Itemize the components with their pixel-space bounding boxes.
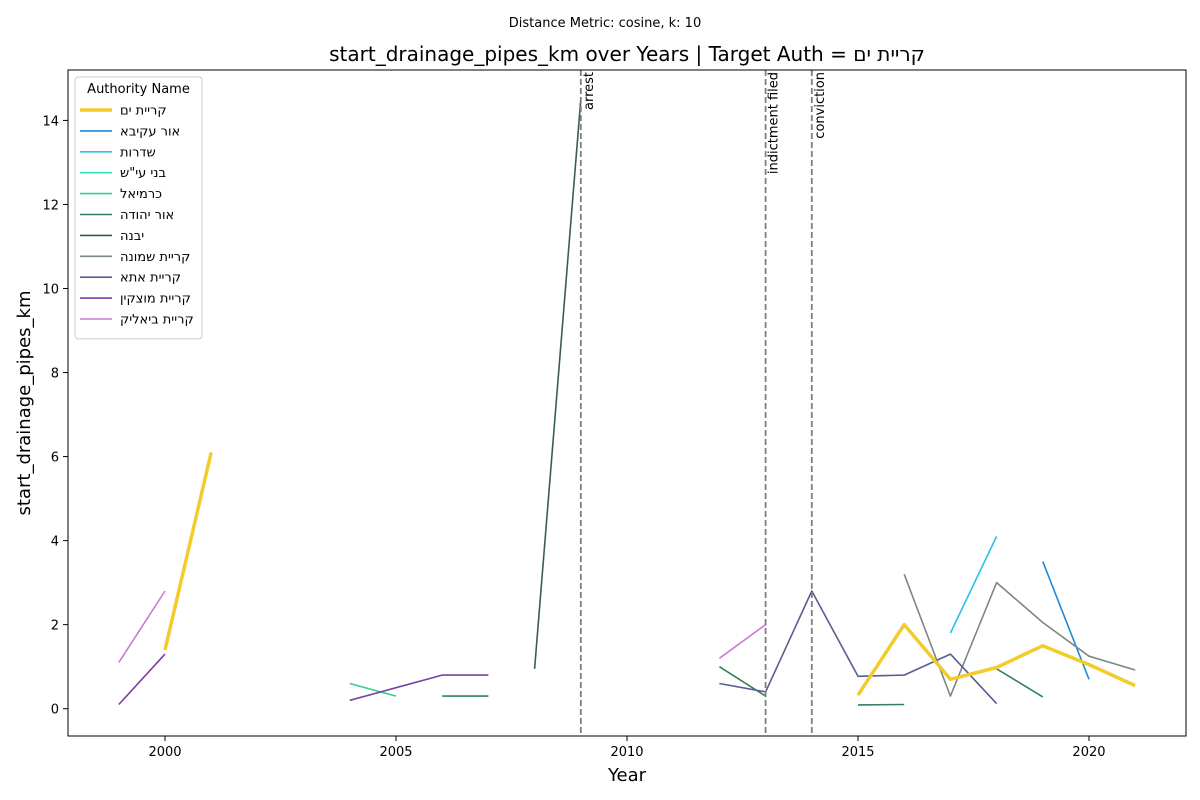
legend-label: כרמיאל — [120, 187, 162, 202]
legend-item: יבנה — [80, 229, 144, 244]
legend-label: אור עקיבא — [120, 124, 180, 139]
series-line — [163, 452, 1136, 697]
legend-label: קריית ביאליק — [120, 313, 194, 328]
y-tick-label: 0 — [51, 703, 59, 718]
legend-label: אור יהודה — [120, 208, 174, 223]
legend-item: בני עי"ש — [80, 166, 166, 181]
legend-item: קריית מוצקין — [80, 292, 191, 307]
series-segment — [718, 666, 767, 697]
legend-title: Authority Name — [87, 82, 190, 97]
legend-item: אור יהודה — [80, 208, 174, 223]
y-tick-label: 14 — [42, 114, 59, 129]
series-segment — [349, 682, 397, 697]
legend-label: קריית ים — [120, 104, 167, 119]
event-label: indictment filed — [767, 72, 782, 174]
series-segment — [903, 573, 1136, 697]
legend-label: קריית אתא — [120, 271, 181, 286]
series-segment — [163, 452, 213, 651]
y-tick-label: 6 — [51, 451, 59, 466]
chart-title: start_drainage_pipes_km over Years | Tar… — [329, 42, 925, 66]
legend-item: אור עקיבא — [80, 124, 180, 139]
legend-item: כרמיאל — [80, 187, 162, 202]
x-tick-label: 2005 — [379, 745, 412, 760]
axes-frame — [67, 69, 1187, 737]
series-line — [118, 590, 767, 663]
legend-label: קריית מוצקין — [120, 292, 191, 307]
y-tick-label: 4 — [51, 535, 59, 550]
legend: Authority Name קריית ים אור עקיבא שדרות בני … — [74, 76, 203, 340]
series-line — [949, 536, 998, 634]
plot-area — [118, 99, 1136, 706]
series-line — [118, 653, 489, 706]
y-axis-ticks: 0 2 4 6 8 10 12 14 — [42, 114, 68, 718]
series-segment — [949, 536, 998, 634]
y-tick-label: 8 — [51, 367, 59, 382]
legend-item: קריית ביאליק — [80, 313, 194, 328]
x-axis-label: Year — [607, 765, 647, 786]
series-line — [442, 666, 1044, 706]
series-segment — [718, 623, 767, 659]
y-axis-label: start_drainage_pipes_km — [14, 291, 35, 516]
series-segment — [349, 674, 489, 702]
series-line — [349, 682, 397, 697]
x-tick-label: 2020 — [1072, 745, 1105, 760]
event-label: conviction — [813, 72, 828, 139]
legend-label: שדרות — [120, 145, 156, 160]
chart-suptitle: Distance Metric: cosine, k: 10 — [509, 16, 701, 31]
legend-item: קריית אתא — [80, 271, 181, 286]
x-tick-label: 2010 — [610, 745, 643, 760]
legend-label: בני עי"ש — [120, 166, 166, 181]
legend-item: קריית ים — [80, 104, 167, 119]
series-line — [533, 99, 582, 669]
legend-label: קריית שמונה — [120, 250, 190, 265]
series-line — [903, 573, 1136, 697]
series-segment — [996, 668, 1044, 698]
event-label: arrest — [582, 72, 597, 110]
x-tick-label: 2000 — [148, 745, 181, 760]
series-segment — [118, 590, 166, 663]
x-axis-ticks: 2000 2005 2010 2015 2020 — [148, 736, 1106, 760]
y-tick-label: 10 — [42, 282, 59, 297]
series-segment — [533, 99, 582, 669]
legend-label: יבנה — [120, 229, 144, 244]
event-markers: arrest indictment filed conviction — [579, 70, 828, 736]
legend-item: קריית שמונה — [80, 250, 190, 265]
y-tick-label: 12 — [42, 198, 59, 213]
series-segment — [118, 653, 166, 706]
x-tick-label: 2015 — [841, 745, 874, 760]
legend-item: שדרות — [80, 145, 156, 160]
y-tick-label: 2 — [51, 619, 59, 634]
series-segment — [856, 622, 1136, 697]
legend-box — [74, 76, 203, 340]
